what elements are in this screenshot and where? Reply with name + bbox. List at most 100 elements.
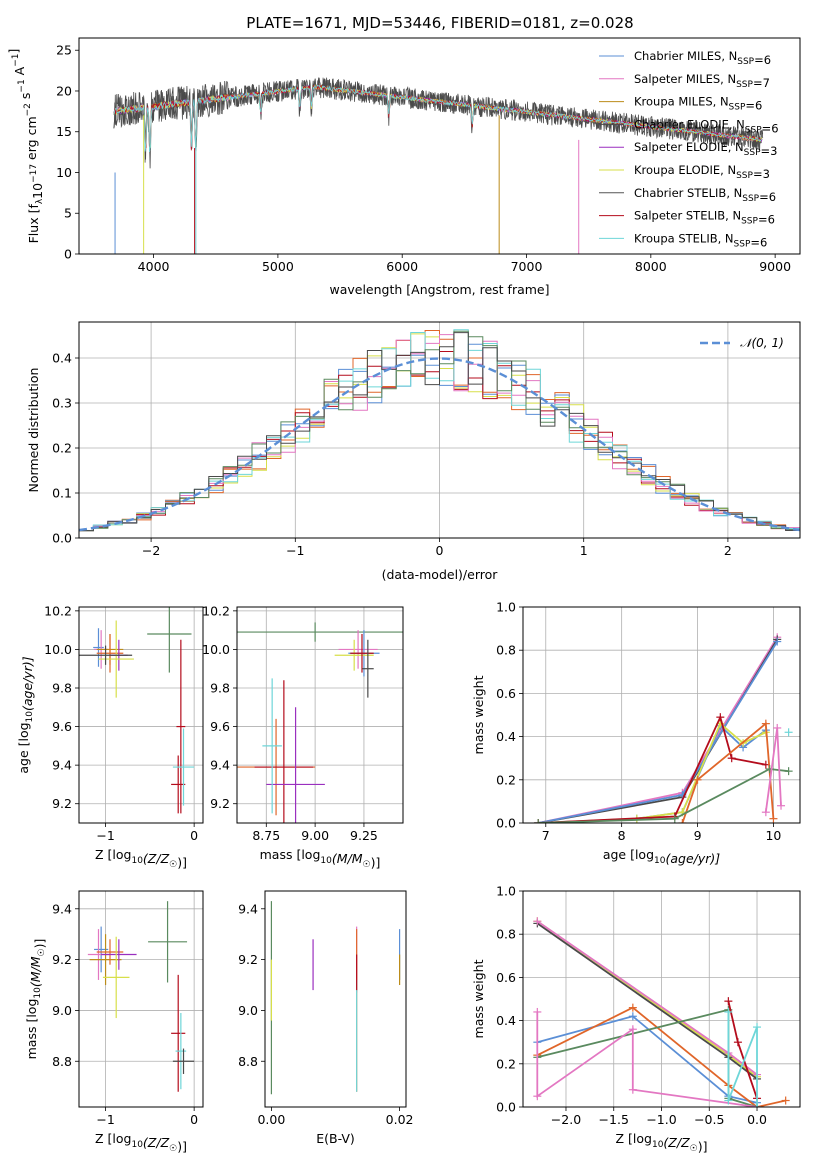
data-point <box>102 936 130 1019</box>
label-part: SSP <box>741 217 758 227</box>
label-part: ☉ <box>37 948 47 956</box>
label-part: =6 <box>750 235 767 249</box>
y-tick-label: 9.4 <box>52 901 72 916</box>
y-axis-label: age [log10(age/yr)] <box>16 656 35 773</box>
y-tick-label: 9.0 <box>238 1003 258 1018</box>
label-part: SSP <box>729 103 746 113</box>
label-part: Chabrier ELODIE, N <box>634 117 745 131</box>
y-axis-label: mass weight <box>471 959 486 1038</box>
normal-curve <box>79 357 800 532</box>
label-part: SSP <box>737 57 754 67</box>
data-point <box>98 620 134 698</box>
errorbars <box>270 901 401 1095</box>
label-part: 10 <box>25 711 35 723</box>
legend-entry: Kroupa STELIB, NSSP=6 <box>634 231 767 249</box>
y-axis-label: Normed distribution <box>26 368 41 493</box>
label-part: Salpeter MILES, N <box>634 72 736 86</box>
axes-frame <box>78 890 204 1108</box>
weight-series <box>537 1015 758 1104</box>
label-part: 10 <box>320 856 332 866</box>
x-tick-label: 9 <box>694 828 702 843</box>
spectrum-lines <box>113 77 764 254</box>
label-part: Salpeter ELODIE, N <box>634 140 744 154</box>
label-part: ☉ <box>169 860 177 870</box>
y-tick-label: 10 <box>56 165 72 180</box>
y-tick-label: 9.6 <box>52 719 72 734</box>
label-part: 10 <box>131 856 143 866</box>
legend-entry: Chabrier ELODIE, NSSP=6 <box>634 117 779 135</box>
label-part: =6 <box>759 190 776 204</box>
label-part: 10 <box>33 987 43 999</box>
y-tick-label: 0.4 <box>496 729 516 744</box>
label-part: A <box>12 66 27 79</box>
data-point <box>262 678 282 814</box>
x-tick-label: 8000 <box>635 259 667 274</box>
label-part: =6 <box>758 213 775 227</box>
label-part: =3 <box>761 144 778 158</box>
mass-vs-Z-panel: −1 08.89.09.29.4Z [log10(Z/Z☉)]mass [log1… <box>24 890 204 1154</box>
data-point <box>79 645 133 665</box>
y-tick-label: 10.0 <box>44 642 72 657</box>
y-tick-label: 15 <box>56 124 72 139</box>
label-part: (Z/Z <box>143 1135 170 1150</box>
y-tick-label: 9.2 <box>210 796 230 811</box>
label-part: =7 <box>753 76 770 90</box>
y-tick-label: 9.2 <box>238 952 258 967</box>
label-part: Kroupa MILES, N <box>634 95 729 109</box>
y-tick-label: 10.2 <box>202 603 230 618</box>
data-point <box>338 630 378 669</box>
x-tick-label: 4000 <box>138 259 170 274</box>
y-tick-label: 0.6 <box>496 970 516 985</box>
label-part: (age/yr)] <box>20 656 35 711</box>
data-point <box>147 607 192 673</box>
x-tick-label: −2.0 <box>551 1112 581 1127</box>
y-tick-label: 9.8 <box>52 681 72 696</box>
legend-entry: Chabrier MILES, NSSP=6 <box>634 49 771 67</box>
weight-series <box>727 1012 758 1107</box>
legend-entry: Salpeter ELODIE, NSSP=3 <box>634 140 777 158</box>
label-part: (M/M <box>28 956 43 987</box>
label-part: =6 <box>762 121 779 135</box>
label-part: 10 <box>30 183 45 199</box>
x-tick-label: 0.0 <box>747 1112 767 1127</box>
y-tick-label: 5 <box>64 206 72 221</box>
label-part: mass [log <box>24 999 39 1060</box>
x-tick-label: 9000 <box>759 259 791 274</box>
x-tick-label: 0 <box>190 1112 198 1127</box>
y-tick-label: 0 <box>64 247 72 262</box>
data-point <box>93 628 104 667</box>
x-axis-label: mass [log10(M/M☉)] <box>260 847 381 870</box>
y-tick-label: 1.0 <box>496 600 516 615</box>
y-tick-label: 1.0 <box>496 884 516 899</box>
x-tick-label: 0 <box>190 828 198 843</box>
y-tick-label: 0.2 <box>496 772 516 787</box>
x-tick-label: 8.75 <box>252 828 280 843</box>
x-axis-label: age [log10(age/yr)] <box>603 847 720 866</box>
histogram-lines <box>79 329 800 538</box>
histogram-series <box>79 332 800 538</box>
label-part: ☉ <box>363 860 371 870</box>
x-tick-label: 9.00 <box>301 828 329 843</box>
x-axis-label: E(B-V) <box>316 1131 355 1146</box>
x-tick-label: −1 <box>286 543 304 558</box>
y-tick-label: 8.8 <box>52 1054 72 1069</box>
label-part: 10 <box>652 1140 664 1150</box>
legend-entry: 𝒩(0, 1) <box>740 336 784 350</box>
label-part: SSP <box>734 239 751 249</box>
y-tick-label: 0.8 <box>496 643 516 658</box>
weight-vs-Z-panel: −2.0 −1.5 −1.0 −0.5 0.0 0.0 0.2 0.4 0.6 0.8 1.0 mas… <box>471 884 801 1154</box>
weight-series <box>538 722 767 823</box>
weight-series <box>536 922 758 1080</box>
axes-frame <box>264 890 407 1108</box>
label-part: −1 <box>11 54 21 67</box>
axes-frame <box>522 606 801 824</box>
y-tick-label: 10.2 <box>44 603 72 618</box>
label-part: 10 <box>131 1140 143 1150</box>
label-part: SSP <box>736 171 753 181</box>
data-point <box>175 1012 187 1090</box>
weight-series <box>538 724 767 823</box>
legend-entry: Salpeter MILES, NSSP=7 <box>634 72 770 90</box>
spectrum-line <box>113 84 763 153</box>
label-part: )] <box>371 855 381 870</box>
